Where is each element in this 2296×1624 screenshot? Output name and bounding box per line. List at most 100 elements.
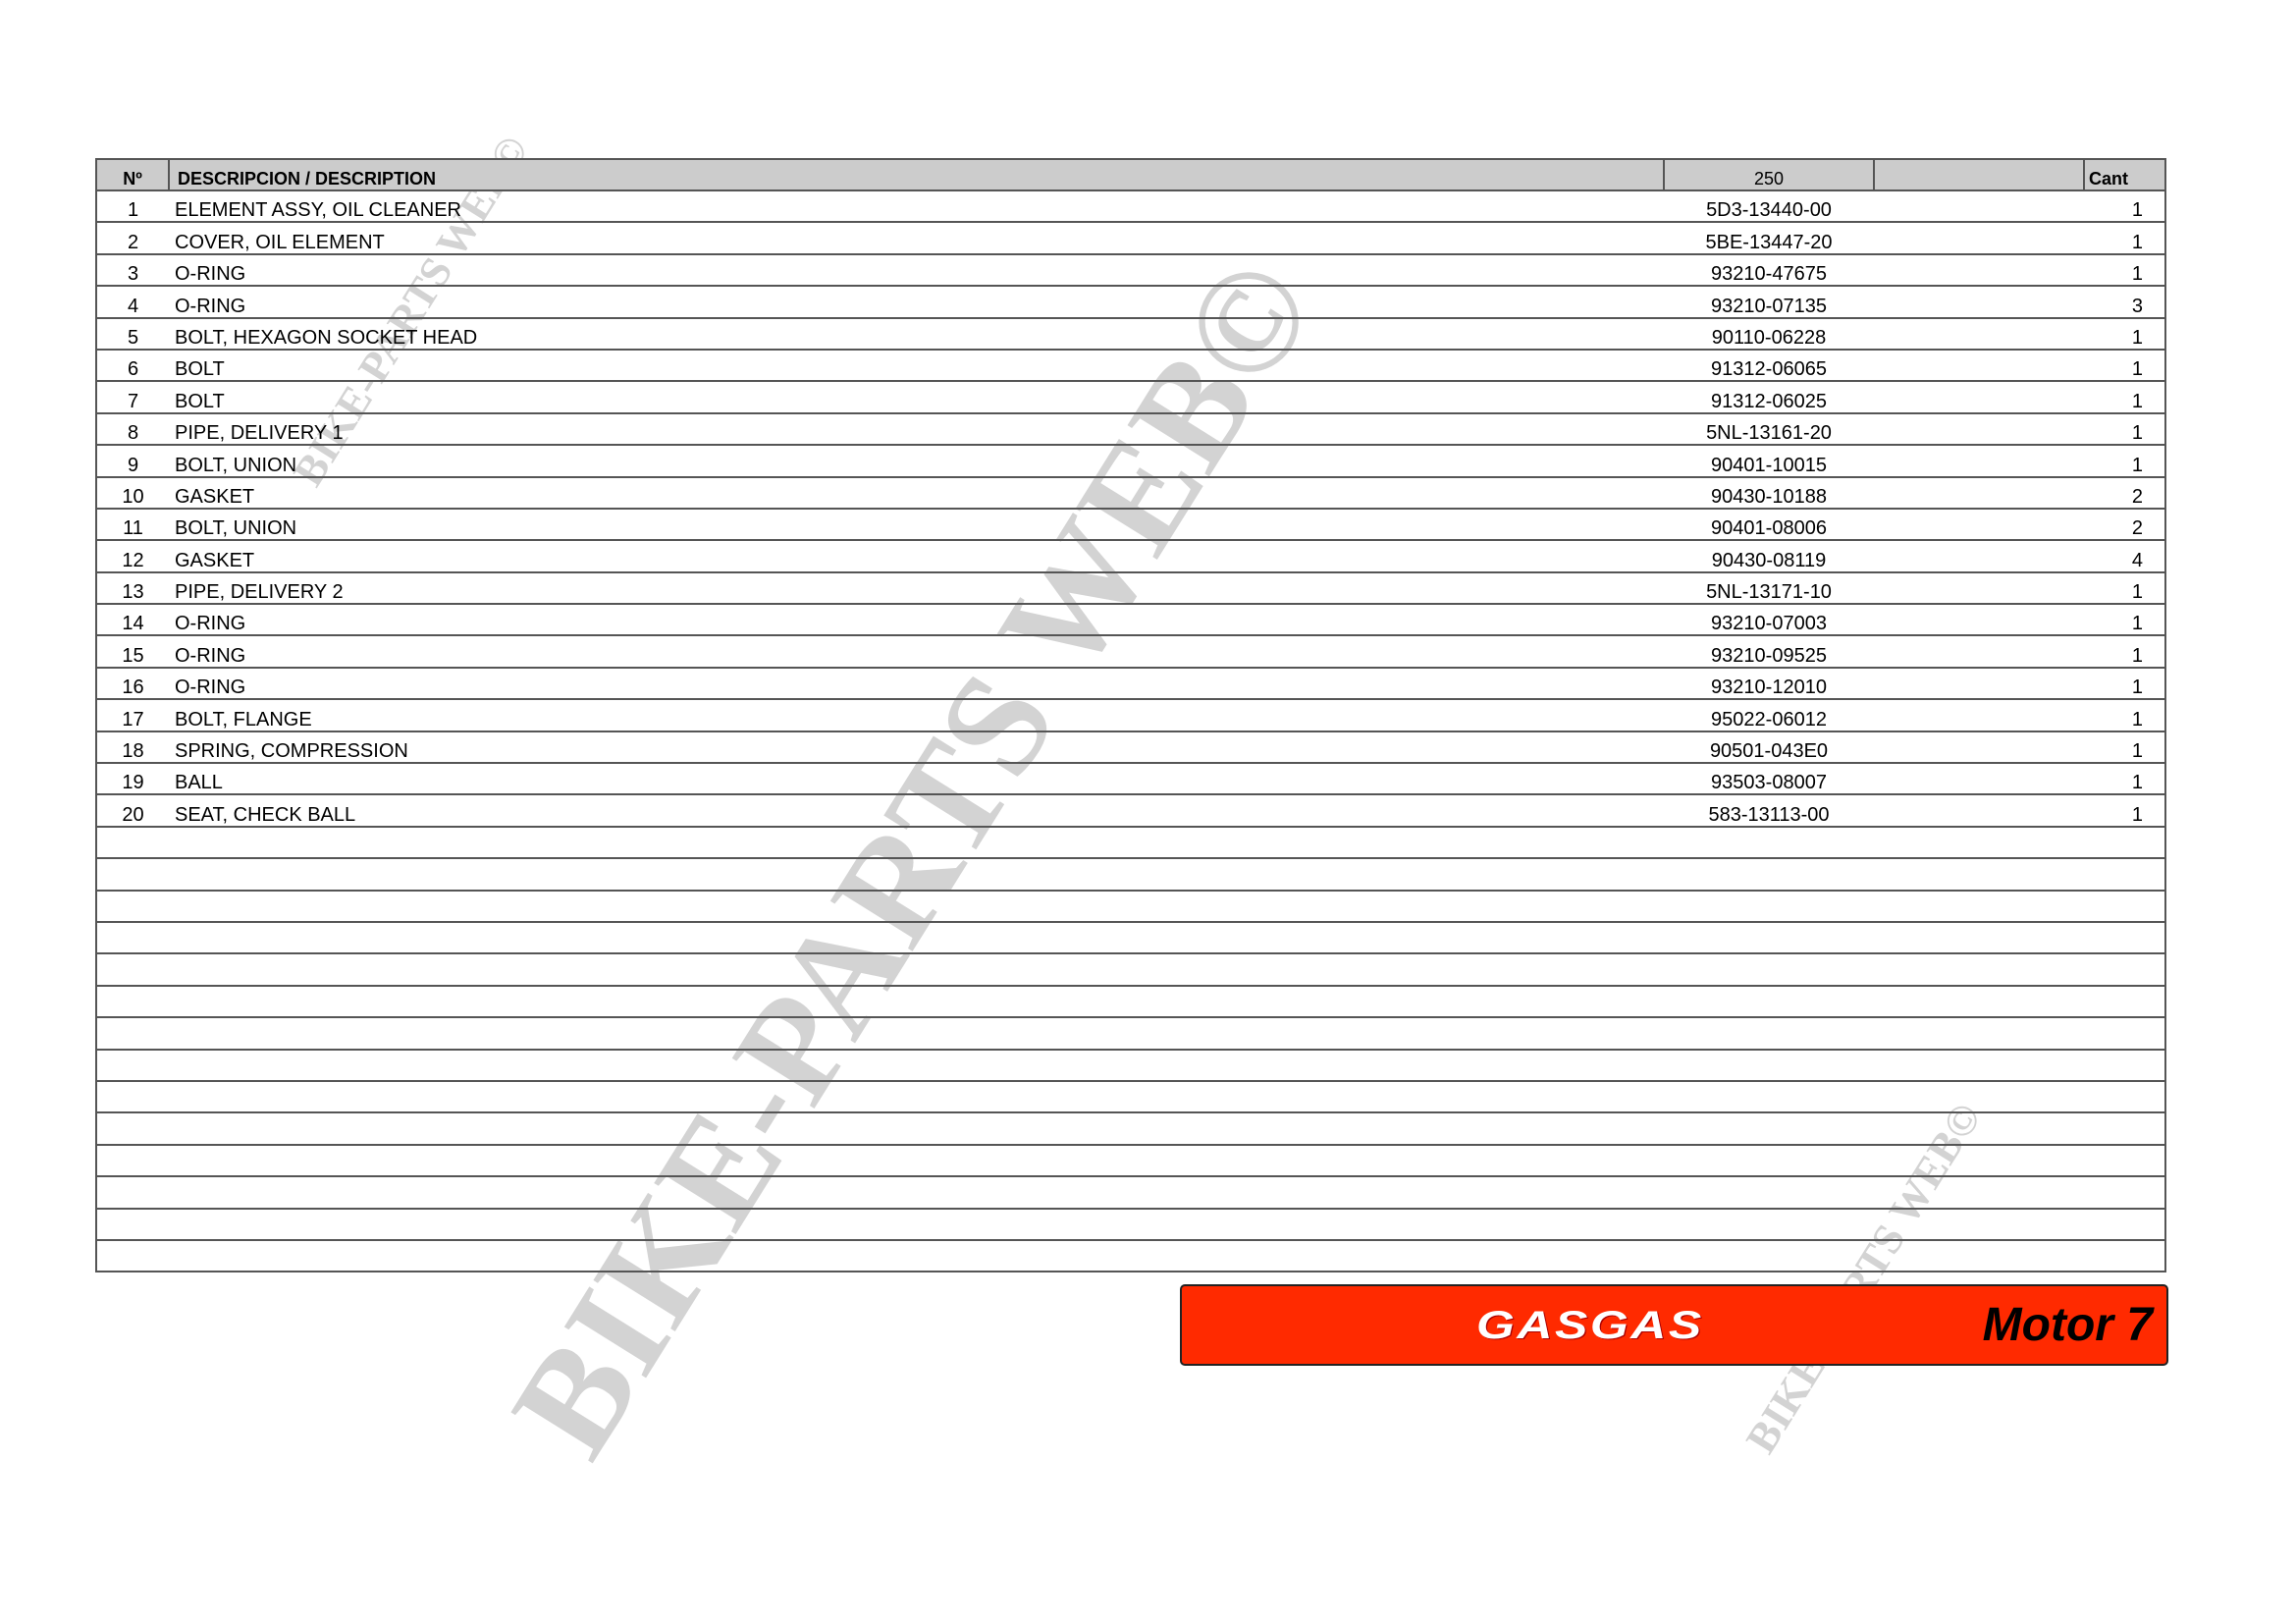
blank-cell — [1874, 380, 2084, 413]
item-description: O-RING — [169, 634, 1664, 668]
item-quantity — [2084, 825, 2165, 859]
item-description: BALL — [169, 762, 1664, 795]
item-number — [96, 1111, 169, 1145]
item-quantity — [2084, 1143, 2165, 1177]
part-number: 93210-07135 — [1664, 285, 1874, 318]
item-number: 2 — [96, 221, 169, 254]
table-row: 19 BALL 93503-08007 1 — [96, 762, 2165, 795]
item-number: 8 — [96, 411, 169, 446]
blank-cell — [1874, 1175, 2084, 1209]
item-description: BOLT, FLANGE — [169, 698, 1664, 731]
item-description — [169, 1048, 1664, 1081]
item-quantity: 1 — [2084, 189, 2165, 223]
item-quantity — [2084, 1079, 2165, 1113]
blank-cell — [1874, 1238, 2084, 1272]
blank-cell — [1874, 857, 2084, 891]
part-number: 90430-08119 — [1664, 539, 1874, 572]
item-quantity: 1 — [2084, 444, 2165, 477]
blank-cell — [1874, 1079, 2084, 1113]
part-number — [1664, 1079, 1874, 1113]
item-number — [96, 1143, 169, 1177]
blank-cell — [1874, 285, 2084, 318]
blank-cell — [1874, 507, 2084, 541]
item-quantity: 2 — [2084, 475, 2165, 509]
blank-cell — [1874, 539, 2084, 572]
item-quantity — [2084, 857, 2165, 891]
item-description — [169, 1143, 1664, 1177]
item-number — [96, 1016, 169, 1050]
item-description: BOLT — [169, 380, 1664, 413]
item-quantity: 1 — [2084, 762, 2165, 795]
blank-cell — [1874, 1143, 2084, 1177]
table-row: 17 BOLT, FLANGE 95022-06012 1 — [96, 698, 2165, 731]
header-model: 250 — [1663, 158, 1875, 191]
part-number: 90501-043E0 — [1664, 730, 1874, 764]
item-number: 11 — [96, 507, 169, 541]
part-number — [1664, 857, 1874, 891]
blank-cell — [1874, 1207, 2084, 1240]
section-title: Motor 7 — [1982, 1299, 2153, 1351]
part-number: 5NL-13171-10 — [1664, 570, 1874, 605]
item-description — [169, 857, 1664, 891]
item-number: 5 — [96, 316, 169, 350]
item-quantity: 1 — [2084, 252, 2165, 287]
item-number: 18 — [96, 730, 169, 764]
part-number — [1664, 825, 1874, 859]
blank-cell — [1874, 603, 2084, 636]
empty-row — [96, 1111, 2165, 1145]
part-number: 5D3-13440-00 — [1664, 189, 1874, 223]
item-quantity — [2084, 920, 2165, 954]
part-number: 95022-06012 — [1664, 698, 1874, 731]
item-number: 1 — [96, 189, 169, 223]
blank-cell — [1874, 762, 2084, 795]
item-description — [169, 1207, 1664, 1240]
item-number: 16 — [96, 666, 169, 700]
item-number — [96, 920, 169, 954]
item-description — [169, 920, 1664, 954]
item-quantity: 1 — [2084, 666, 2165, 700]
blank-cell — [1874, 730, 2084, 764]
item-number — [96, 1048, 169, 1081]
item-number: 9 — [96, 444, 169, 477]
header-description: DESCRIPCION / DESCRIPTION — [168, 158, 1665, 191]
table-row: 14 O-RING 93210-07003 1 — [96, 603, 2165, 636]
item-description — [169, 1016, 1664, 1050]
part-number — [1664, 1016, 1874, 1050]
item-quantity: 1 — [2084, 698, 2165, 731]
item-number: 4 — [96, 285, 169, 318]
empty-row — [96, 857, 2165, 891]
header-qty: Cant — [2083, 158, 2166, 191]
part-number: 90110-06228 — [1664, 316, 1874, 350]
item-description — [169, 952, 1664, 986]
item-quantity: 1 — [2084, 411, 2165, 446]
table-row: 16 O-RING 93210-12010 1 — [96, 666, 2165, 700]
item-quantity: 2 — [2084, 507, 2165, 541]
item-description: SEAT, CHECK BALL — [169, 793, 1664, 827]
blank-cell — [1874, 570, 2084, 605]
item-quantity — [2084, 1207, 2165, 1240]
empty-row — [96, 920, 2165, 954]
item-quantity — [2084, 1111, 2165, 1145]
blank-cell — [1874, 221, 2084, 254]
item-description — [169, 1238, 1664, 1272]
blank-cell — [1874, 475, 2084, 509]
item-number: 15 — [96, 634, 169, 668]
item-number: 10 — [96, 475, 169, 509]
part-number: 5NL-13161-20 — [1664, 411, 1874, 446]
table-row: 10 GASKET 90430-10188 2 — [96, 475, 2165, 509]
item-description — [169, 889, 1664, 922]
brand-logo: GASGAS — [1476, 1304, 1704, 1347]
item-quantity: 1 — [2084, 603, 2165, 636]
part-number — [1664, 1175, 1874, 1209]
part-number: 93503-08007 — [1664, 762, 1874, 795]
item-quantity: 3 — [2084, 285, 2165, 318]
item-number — [96, 1238, 169, 1272]
item-description: BOLT, HEXAGON SOCKET HEAD — [169, 316, 1664, 350]
item-description: PIPE, DELIVERY 1 — [169, 411, 1664, 446]
item-number: 13 — [96, 570, 169, 605]
part-number — [1664, 952, 1874, 986]
header-blank — [1873, 158, 2085, 191]
item-number: 17 — [96, 698, 169, 731]
item-description — [169, 984, 1664, 1018]
table-row: 6 BOLT 91312-06065 1 — [96, 348, 2165, 382]
